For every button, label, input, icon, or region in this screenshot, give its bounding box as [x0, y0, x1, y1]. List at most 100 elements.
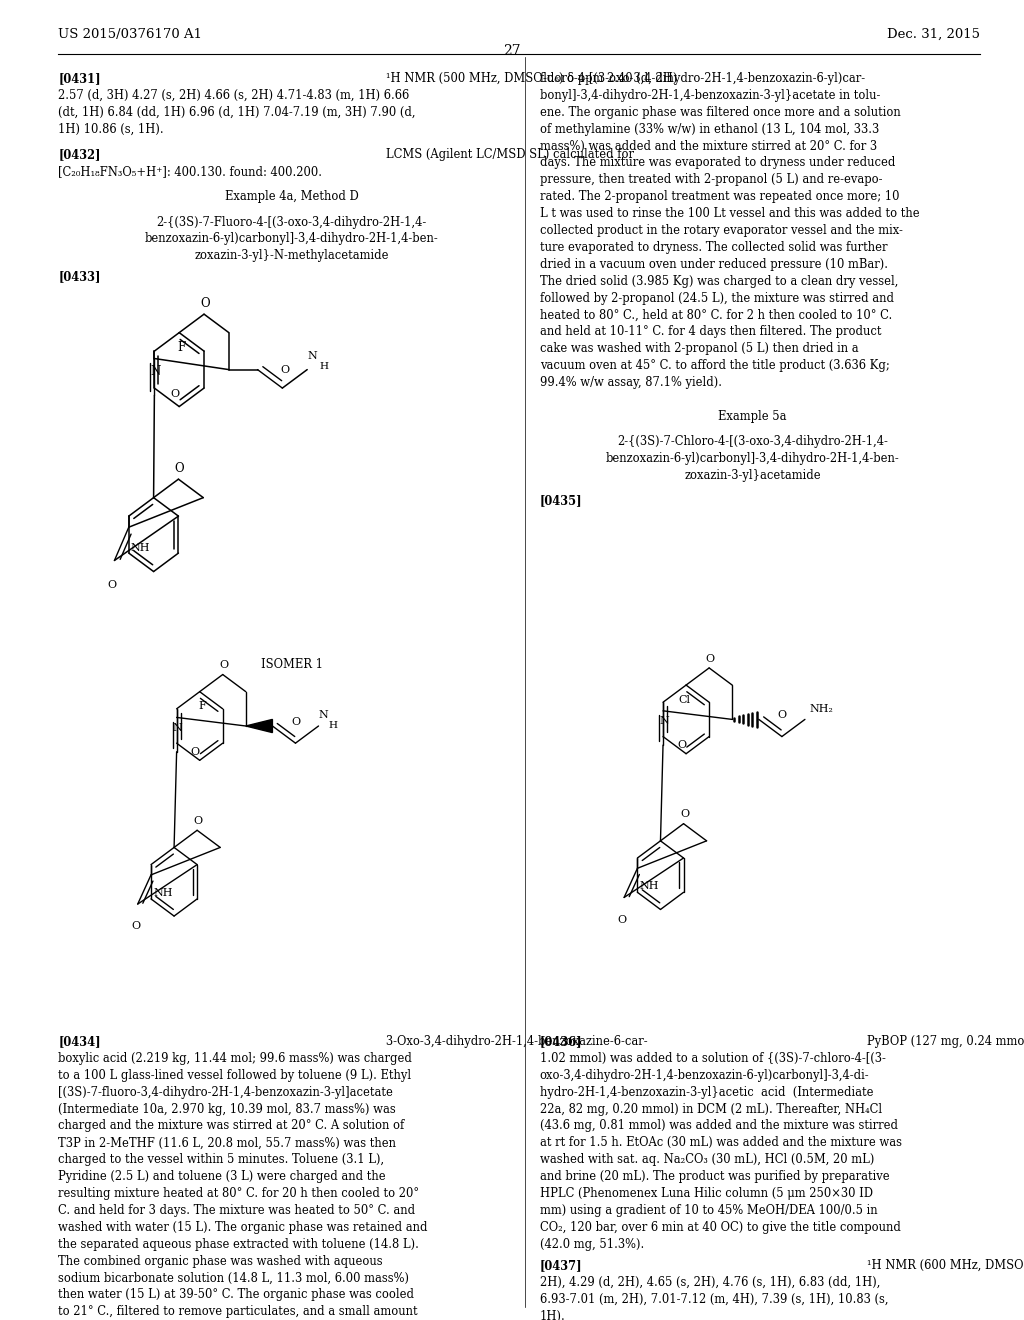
Text: L t was used to rinse the 100 Lt vessel and this was added to the: L t was used to rinse the 100 Lt vessel … [540, 207, 920, 220]
Text: days. The mixture was evaporated to dryness under reduced: days. The mixture was evaporated to dryn… [540, 157, 895, 169]
Text: O: O [201, 297, 210, 310]
Text: US 2015/0376170 A1: US 2015/0376170 A1 [58, 28, 203, 41]
Text: NH: NH [639, 882, 659, 891]
Text: [0434]: [0434] [58, 1035, 101, 1048]
Text: mm) using a gradient of 10 to 45% MeOH/DEA 100/0.5 in: mm) using a gradient of 10 to 45% MeOH/D… [540, 1204, 878, 1217]
Text: H: H [329, 722, 337, 730]
Text: 1H).: 1H). [540, 1309, 565, 1320]
Text: [0433]: [0433] [58, 271, 101, 284]
Text: F: F [199, 701, 207, 711]
Text: O: O [170, 389, 179, 399]
Text: 2-{(3S)-7-Chloro-4-[(3-oxo-3,4-dihydro-2H-1,4-: 2-{(3S)-7-Chloro-4-[(3-oxo-3,4-dihydro-2… [617, 436, 888, 449]
Text: and held at 10-11° C. for 4 days then filtered. The product: and held at 10-11° C. for 4 days then fi… [540, 326, 881, 338]
Text: 1.02 mmol) was added to a solution of {(3S)-7-chloro-4-[(3-: 1.02 mmol) was added to a solution of {(… [540, 1052, 886, 1065]
Text: the separated aqueous phase extracted with toluene (14.8 L).: the separated aqueous phase extracted wi… [58, 1238, 419, 1251]
Text: [C₂₀H₁₈FN₃O₅+H⁺]: 400.130. found: 400.200.: [C₂₀H₁₈FN₃O₅+H⁺]: 400.130. found: 400.20… [58, 165, 323, 178]
Text: Dec. 31, 2015: Dec. 31, 2015 [887, 28, 980, 41]
Text: ¹H NMR (600 MHz, DMSO-d₆) δ 2.35-2.41 (m,: ¹H NMR (600 MHz, DMSO-d₆) δ 2.35-2.41 (m… [856, 1259, 1024, 1272]
Text: LCMS (Agilent LC/MSD SL) calculated for: LCMS (Agilent LC/MSD SL) calculated for [375, 148, 634, 161]
Text: washed with water (15 L). The organic phase was retained and: washed with water (15 L). The organic ph… [58, 1221, 428, 1234]
Text: [0436]: [0436] [540, 1035, 583, 1048]
Text: O: O [175, 462, 184, 475]
Text: 99.4% w/w assay, 87.1% yield).: 99.4% w/w assay, 87.1% yield). [540, 376, 722, 389]
Text: 1H) 10.86 (s, 1H).: 1H) 10.86 (s, 1H). [58, 123, 164, 136]
Text: bonyl]-3,4-dihydro-2H-1,4-benzoxazin-3-yl}acetate in tolu-: bonyl]-3,4-dihydro-2H-1,4-benzoxazin-3-y… [540, 88, 880, 102]
Text: C. and held for 3 days. The mixture was heated to 50° C. and: C. and held for 3 days. The mixture was … [58, 1204, 416, 1217]
Text: H: H [319, 363, 328, 371]
Text: O: O [108, 581, 117, 590]
Text: at rt for 1.5 h. EtOAc (30 mL) was added and the mixture was: at rt for 1.5 h. EtOAc (30 mL) was added… [540, 1137, 902, 1150]
Text: mass%) was added and the mixture stirred at 20° C. for 3: mass%) was added and the mixture stirred… [540, 140, 877, 153]
Text: ¹H NMR (500 MHz, DMSO-d₆) δ ppm 2.40 (d, 2H): ¹H NMR (500 MHz, DMSO-d₆) δ ppm 2.40 (d,… [375, 71, 677, 84]
Text: O: O [680, 809, 689, 820]
Text: oxo-3,4-dihydro-2H-1,4-benzoxazin-6-yl)carbonyl]-3,4-di-: oxo-3,4-dihydro-2H-1,4-benzoxazin-6-yl)c… [540, 1069, 869, 1082]
Text: CO₂, 120 bar, over 6 min at 40 OC) to give the title compound: CO₂, 120 bar, over 6 min at 40 OC) to gi… [540, 1221, 900, 1234]
Text: N: N [318, 710, 329, 721]
Text: ture evaporated to dryness. The collected solid was further: ture evaporated to dryness. The collecte… [540, 242, 887, 253]
Text: and brine (20 mL). The product was purified by preparative: and brine (20 mL). The product was purif… [540, 1171, 889, 1183]
Text: N: N [173, 722, 182, 733]
Text: Cl: Cl [679, 694, 691, 705]
Text: NH: NH [131, 543, 151, 553]
Text: ene. The organic phase was filtered once more and a solution: ene. The organic phase was filtered once… [540, 106, 900, 119]
Text: of methylamine (33% w/w) in ethanol (13 L, 104 mol, 33.3: of methylamine (33% w/w) in ethanol (13 … [540, 123, 879, 136]
Text: benzoxazin-6-yl)carbonyl]-3,4-dihydro-2H-1,4-ben-: benzoxazin-6-yl)carbonyl]-3,4-dihydro-2H… [145, 232, 438, 246]
Text: 2.57 (d, 3H) 4.27 (s, 2H) 4.66 (s, 2H) 4.71-4.83 (m, 1H) 6.66: 2.57 (d, 3H) 4.27 (s, 2H) 4.66 (s, 2H) 4… [58, 88, 410, 102]
Text: then water (15 L) at 39-50° C. The organic phase was cooled: then water (15 L) at 39-50° C. The organ… [58, 1288, 415, 1302]
Text: rated. The 2-propanol treatment was repeated once more; 10: rated. The 2-propanol treatment was repe… [540, 190, 899, 203]
Text: vacuum oven at 45° C. to afford the title product (3.636 Kg;: vacuum oven at 45° C. to afford the titl… [540, 359, 890, 372]
Text: NH: NH [153, 888, 173, 898]
Text: collected product in the rotary evaporator vessel and the mix-: collected product in the rotary evaporat… [540, 224, 902, 238]
Text: zoxazin-3-yl}-N-methylacetamide: zoxazin-3-yl}-N-methylacetamide [195, 249, 389, 263]
Text: resulting mixture heated at 80° C. for 20 h then cooled to 20°: resulting mixture heated at 80° C. for 2… [58, 1187, 420, 1200]
Text: O: O [219, 660, 228, 671]
Text: zoxazin-3-yl}acetamide: zoxazin-3-yl}acetamide [684, 469, 821, 482]
Text: 2-{(3S)-7-Fluoro-4-[(3-oxo-3,4-dihydro-2H-1,4-: 2-{(3S)-7-Fluoro-4-[(3-oxo-3,4-dihydro-2… [157, 215, 427, 228]
Text: charged and the mixture was stirred at 20° C. A solution of: charged and the mixture was stirred at 2… [58, 1119, 404, 1133]
Text: [0437]: [0437] [540, 1259, 583, 1272]
Text: O: O [194, 816, 203, 826]
Text: fluoro-4-[(3-oxo-3,4-dihydro-2H-1,4-benzoxazin-6-yl)car-: fluoro-4-[(3-oxo-3,4-dihydro-2H-1,4-benz… [540, 71, 865, 84]
Text: (Intermediate 10a, 2.970 kg, 10.39 mol, 83.7 mass%) was: (Intermediate 10a, 2.970 kg, 10.39 mol, … [58, 1102, 396, 1115]
Text: 2H), 4.29 (d, 2H), 4.65 (s, 2H), 4.76 (s, 1H), 6.83 (dd, 1H),: 2H), 4.29 (d, 2H), 4.65 (s, 2H), 4.76 (s… [540, 1275, 880, 1288]
Text: O: O [677, 741, 686, 750]
Text: ISOMER 1: ISOMER 1 [261, 659, 323, 671]
Text: to a 100 L glass-lined vessel followed by toluene (9 L). Ethyl: to a 100 L glass-lined vessel followed b… [58, 1069, 412, 1082]
Text: The dried solid (3.985 Kg) was charged to a clean dry vessel,: The dried solid (3.985 Kg) was charged t… [540, 275, 898, 288]
Text: [(3S)-7-fluoro-3,4-dihydro-2H-1,4-benzoxazin-3-yl]acetate: [(3S)-7-fluoro-3,4-dihydro-2H-1,4-benzox… [58, 1085, 393, 1098]
Text: [0432]: [0432] [58, 148, 101, 161]
Text: O: O [190, 747, 200, 756]
Text: The combined organic phase was washed with aqueous: The combined organic phase was washed wi… [58, 1254, 383, 1267]
Text: 22a, 82 mg, 0.20 mmol) in DCM (2 mL). Thereafter, NH₄Cl: 22a, 82 mg, 0.20 mmol) in DCM (2 mL). Th… [540, 1102, 882, 1115]
Text: HPLC (Phenomenex Luna Hilic column (5 μm 250×30 ID: HPLC (Phenomenex Luna Hilic column (5 μm… [540, 1187, 872, 1200]
Text: pressure, then treated with 2-propanol (5 L) and re-evapo-: pressure, then treated with 2-propanol (… [540, 173, 882, 186]
Text: F: F [177, 341, 185, 354]
Text: heated to 80° C., held at 80° C. for 2 h then cooled to 10° C.: heated to 80° C., held at 80° C. for 2 h… [540, 309, 892, 322]
Text: (43.6 mg, 0.81 mmol) was added and the mixture was stirred: (43.6 mg, 0.81 mmol) was added and the m… [540, 1119, 898, 1133]
Text: Example 5a: Example 5a [719, 409, 786, 422]
Text: [0435]: [0435] [540, 495, 583, 507]
Text: charged to the vessel within 5 minutes. Toluene (3.1 L),: charged to the vessel within 5 minutes. … [58, 1154, 384, 1167]
Polygon shape [246, 719, 272, 733]
Text: Pyridine (2.5 L) and toluene (3 L) were charged and the: Pyridine (2.5 L) and toluene (3 L) were … [58, 1171, 386, 1183]
Text: hydro-2H-1,4-benzoxazin-3-yl}acetic  acid  (Intermediate: hydro-2H-1,4-benzoxazin-3-yl}acetic acid… [540, 1085, 873, 1098]
Text: O: O [617, 915, 627, 924]
Text: boxylic acid (2.219 kg, 11.44 mol; 99.6 mass%) was charged: boxylic acid (2.219 kg, 11.44 mol; 99.6 … [58, 1052, 413, 1065]
Text: O: O [131, 921, 140, 931]
Text: [0431]: [0431] [58, 71, 101, 84]
Text: 27: 27 [503, 44, 521, 58]
Text: (dt, 1H) 6.84 (dd, 1H) 6.96 (d, 1H) 7.04-7.19 (m, 3H) 7.90 (d,: (dt, 1H) 6.84 (dd, 1H) 6.96 (d, 1H) 7.04… [58, 106, 416, 119]
Text: N: N [151, 366, 161, 378]
Text: dried in a vacuum oven under reduced pressure (10 mBar).: dried in a vacuum oven under reduced pre… [540, 257, 888, 271]
Text: O: O [291, 717, 300, 727]
Text: (42.0 mg, 51.3%).: (42.0 mg, 51.3%). [540, 1238, 644, 1251]
Text: to 21° C., filtered to remove particulates, and a small amount: to 21° C., filtered to remove particulat… [58, 1305, 418, 1319]
Text: cake was washed with 2-propanol (5 L) then dried in a: cake was washed with 2-propanol (5 L) th… [540, 342, 858, 355]
Text: 6.93-7.01 (m, 2H), 7.01-7.12 (m, 4H), 7.39 (s, 1H), 10.83 (s,: 6.93-7.01 (m, 2H), 7.01-7.12 (m, 4H), 7.… [540, 1292, 888, 1305]
Text: NH₂: NH₂ [809, 704, 833, 714]
Text: followed by 2-propanol (24.5 L), the mixture was stirred and: followed by 2-propanol (24.5 L), the mix… [540, 292, 894, 305]
Text: 3-Oxo-3,4-dihydro-2H-1,4-benzoxazine-6-car-: 3-Oxo-3,4-dihydro-2H-1,4-benzoxazine-6-c… [375, 1035, 647, 1048]
Text: O: O [706, 653, 715, 664]
Text: Example 4a, Method D: Example 4a, Method D [225, 190, 358, 203]
Text: O: O [281, 364, 290, 375]
